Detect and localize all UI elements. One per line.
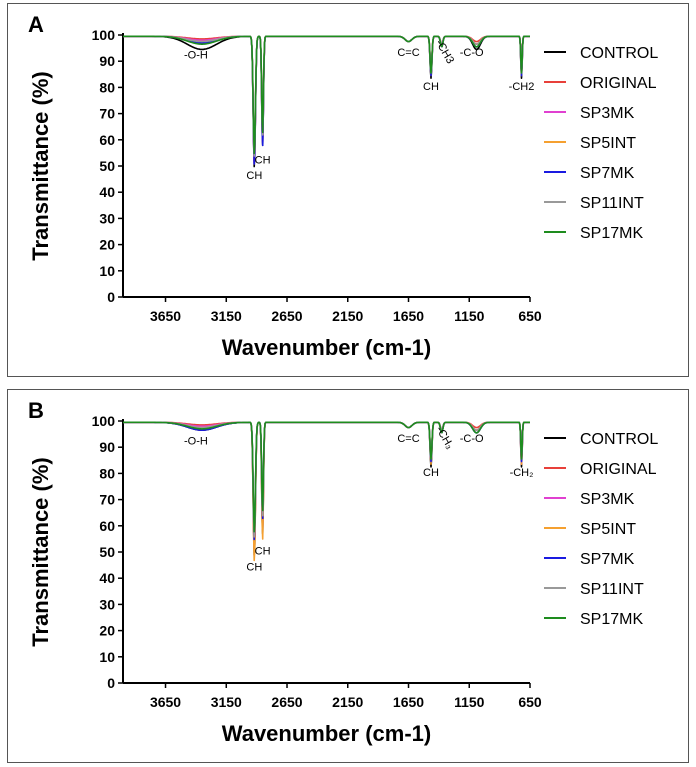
legend-label: SP5INT: [580, 135, 636, 152]
legend-label: SP7MK: [580, 165, 635, 182]
peak-annotation: CH: [246, 561, 262, 573]
y-tick-label: 70: [99, 492, 115, 508]
legend-label: ORIGINAL: [580, 75, 657, 92]
legend-label: SP5INT: [580, 521, 636, 538]
y-tick-label: 0: [107, 675, 115, 691]
y-tick-label: 50: [99, 158, 115, 174]
peak-annotation: C=C: [397, 47, 419, 59]
legend-label: CONTROL: [580, 45, 658, 62]
y-tick-label: 20: [99, 237, 115, 253]
peak-annotation: CH: [423, 467, 439, 479]
panel-label: A: [28, 12, 44, 37]
x-tick-label: 650: [518, 308, 542, 324]
y-tick-label: 90: [99, 53, 115, 69]
y-tick-label: 60: [99, 518, 115, 534]
y-axis-label: Transmittance (%): [28, 71, 53, 261]
panel-label: B: [28, 398, 44, 423]
legend-label: SP17MK: [580, 611, 643, 628]
legend-label: SP3MK: [580, 491, 635, 508]
x-tick-label: 3650: [150, 694, 181, 710]
peak-annotation: -CH2: [509, 81, 535, 93]
y-tick-label: 20: [99, 623, 115, 639]
peak-annotation: CH: [423, 81, 439, 93]
peak-annotation: -C-O: [460, 433, 484, 445]
y-axis-label: Transmittance (%): [28, 457, 53, 647]
x-axis-label: Wavenumber (cm-1): [222, 721, 431, 746]
y-tick-label: 70: [99, 106, 115, 122]
peak-annotation: C=C: [397, 433, 419, 445]
x-tick-label: 2650: [271, 308, 302, 324]
x-axis-label: Wavenumber (cm-1): [222, 335, 431, 360]
y-tick-label: 100: [92, 27, 116, 43]
chart-panel-a: A 0 10 20 30 40 50 60 70 80 90 100 3650 3150 2650 2150 1…: [7, 3, 689, 377]
series-line-sp17mk: [122, 421, 531, 533]
legend-label: CONTROL: [580, 431, 658, 448]
legend-label: SP17MK: [580, 225, 643, 242]
chart-a-svg: A 0 10 20 30 40 50 60 70 80 90 100 3650 3150 2650 2150 1…: [28, 12, 658, 360]
y-tick-label: 30: [99, 210, 115, 226]
x-tick-label: 3650: [150, 308, 181, 324]
x-tick-label: 1150: [454, 694, 485, 710]
y-tick-label: 10: [99, 263, 115, 279]
legend-label: SP7MK: [580, 551, 635, 568]
x-tick-label: 1650: [393, 694, 424, 710]
y-tick-label: 0: [107, 289, 115, 305]
peak-annotation: CH: [255, 154, 271, 166]
y-tick-label: 80: [99, 465, 115, 481]
legend-label: SP11INT: [580, 581, 644, 598]
x-tick-label: 1650: [393, 308, 424, 324]
legend-label: SP3MK: [580, 105, 635, 122]
chart-b-svg: B 0 10 20 30 40 50 60 70 80 90 100 3650 3150 2650 2150 1…: [28, 398, 658, 746]
peak-annotation: -O-H: [184, 436, 208, 448]
y-tick-label: 50: [99, 544, 115, 560]
y-tick-label: 40: [99, 570, 115, 586]
y-tick-label: 80: [99, 79, 115, 95]
peak-annotation: CH: [246, 170, 262, 182]
peak-annotation: -CH3: [433, 38, 456, 66]
peak-annotation: CH: [255, 546, 271, 558]
spectra-group: [122, 35, 531, 168]
x-tick-label: 650: [518, 694, 542, 710]
spectra-group: [122, 421, 531, 562]
y-tick-label: 100: [92, 413, 116, 429]
peak-annotation: -CH₂: [510, 467, 534, 479]
y-tick-label: 60: [99, 132, 115, 148]
x-tick-label: 3150: [211, 694, 242, 710]
peak-annotation: -C-O: [460, 47, 484, 59]
x-tick-label: 2150: [332, 694, 363, 710]
y-tick-label: 30: [99, 596, 115, 612]
legend-label: ORIGINAL: [580, 461, 657, 478]
y-tick-label: 90: [99, 439, 115, 455]
x-tick-label: 2650: [271, 694, 302, 710]
chart-panel-b: B 0 10 20 30 40 50 60 70 80 90 100 3650 3150 2650 2150 1…: [7, 389, 689, 763]
x-tick-label: 2150: [332, 308, 363, 324]
peak-annotation: -CH₃: [433, 424, 455, 451]
y-tick-label: 40: [99, 184, 115, 200]
legend-label: SP11INT: [580, 195, 644, 212]
x-tick-label: 1150: [454, 308, 485, 324]
peak-annotation: -O-H: [184, 50, 208, 62]
y-tick-label: 10: [99, 649, 115, 665]
series-line-sp17mk: [122, 35, 531, 155]
x-tick-label: 3150: [211, 308, 242, 324]
